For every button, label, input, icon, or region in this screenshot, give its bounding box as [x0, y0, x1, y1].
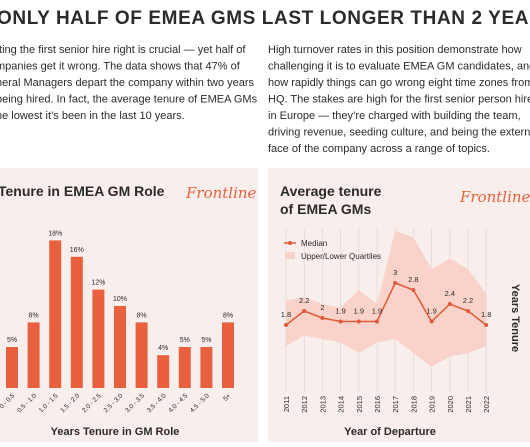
- point: [447, 302, 452, 306]
- value-label: 5%: [180, 337, 190, 344]
- x-tick-label: 2013: [318, 396, 327, 413]
- x-tick-label: 2019: [428, 396, 437, 413]
- bar: [222, 322, 234, 388]
- paragraph-line: he lowest it’s been in the last 10 years…: [0, 110, 185, 122]
- bar: [178, 347, 191, 388]
- paragraph-line: how rapidly things can go wrong eight ti…: [268, 77, 530, 89]
- x-tick-label: 2017: [391, 396, 400, 413]
- point: [338, 319, 343, 324]
- paragraph-line: driving revenue, seeding culture, and be…: [268, 127, 530, 139]
- x-tick-label: 2014: [337, 396, 346, 413]
- paragraph-line: HQ. The stakes are high for the first se…: [268, 94, 530, 106]
- value-label: 1.9: [372, 307, 382, 316]
- bar: [70, 256, 83, 388]
- x-tick-label: 2012: [300, 396, 309, 413]
- bar: [135, 322, 148, 388]
- value-label: 5%: [7, 337, 17, 344]
- paragraph-line: face of the company across a range of to…: [268, 143, 490, 155]
- value-label: 1.9: [335, 307, 345, 316]
- legend-label: Upper/Lower Quartiles: [301, 252, 381, 261]
- x-axis-label: Year of Departure: [344, 426, 436, 438]
- value-label: 16%: [70, 247, 84, 254]
- median-line: [285, 282, 487, 326]
- value-label: 12%: [91, 280, 105, 287]
- value-label: 8%: [137, 312, 147, 319]
- legend-swatch: [285, 252, 295, 259]
- point: [375, 319, 379, 324]
- x-tick-label: 2011: [282, 396, 291, 412]
- value-label: 5%: [201, 337, 211, 344]
- paragraph-line: in Europe — they’re charged with buildin…: [268, 110, 521, 122]
- bar: [6, 347, 18, 388]
- chart-title: Tenure in EMEA GM Role: [0, 183, 165, 199]
- legend-swatch: [288, 241, 292, 245]
- value-label: 1.9: [354, 307, 364, 316]
- value-label: 10%: [113, 296, 127, 303]
- bar: [27, 322, 40, 388]
- x-tick-label: 2016: [373, 396, 382, 413]
- x-tick-label: 2022: [482, 396, 491, 413]
- paragraph-line: being hired. In fact, the average tenure…: [0, 94, 258, 106]
- bar: [92, 289, 105, 388]
- logo: Frontline: [459, 188, 530, 206]
- value-label: 1.8: [481, 310, 491, 319]
- legend-label: Median: [301, 239, 327, 248]
- value-label: 4%: [158, 345, 168, 352]
- paragraph-line: neral Managers depart the company within…: [0, 77, 255, 89]
- page-title: ONLY HALF OF EMEA GMS LAST LONGER THAN 2…: [0, 8, 530, 29]
- paragraph-line: High turnover rates in this position dem…: [268, 44, 522, 56]
- paragraph-line: mpanies get it wrong. The data shows tha…: [0, 61, 241, 73]
- point: [411, 288, 416, 292]
- value-label: 18%: [48, 230, 62, 237]
- x-tick-label: 2021: [464, 396, 473, 413]
- paragraph-line: tting the first senior hire right is cru…: [0, 44, 246, 56]
- value-label: 1.9: [426, 307, 436, 316]
- point: [484, 323, 489, 327]
- point: [466, 309, 470, 313]
- x-tick-label: 2018: [409, 396, 418, 413]
- point: [284, 323, 288, 327]
- bar: [49, 240, 62, 388]
- logo: Frontline: [185, 184, 257, 202]
- paragraph-line: challenging it is to evaluate EMEA GM ca…: [268, 61, 530, 73]
- x-tick-label: 2015: [355, 396, 364, 413]
- value-label: 2.8: [408, 275, 418, 284]
- point: [356, 319, 361, 324]
- point: [429, 319, 434, 324]
- x-tick-label: 5+: [222, 392, 232, 402]
- bar: [114, 306, 126, 388]
- value-label: 2.2: [463, 296, 473, 305]
- value-label: 3: [393, 268, 397, 277]
- value-label: 2.2: [299, 296, 309, 305]
- point: [302, 309, 307, 313]
- value-label: 8%: [29, 312, 39, 319]
- panel: [0, 168, 258, 442]
- x-axis-label: Years Tenure in GM Role: [51, 426, 180, 438]
- point: [320, 316, 325, 320]
- point: [393, 281, 398, 285]
- value-label: 2: [320, 303, 324, 312]
- value-label: 1.8: [281, 310, 291, 319]
- chart-title: Average tenure: [280, 183, 382, 199]
- y-axis-label: Years Tenure: [509, 284, 521, 352]
- bar: [157, 355, 170, 388]
- chart-title: of EMEA GMs: [280, 201, 371, 217]
- x-tick-label: 2020: [446, 396, 455, 413]
- quartile-band: [286, 230, 487, 367]
- value-label: 2.4: [445, 289, 455, 298]
- bar: [200, 347, 213, 388]
- value-label: 8%: [223, 312, 233, 319]
